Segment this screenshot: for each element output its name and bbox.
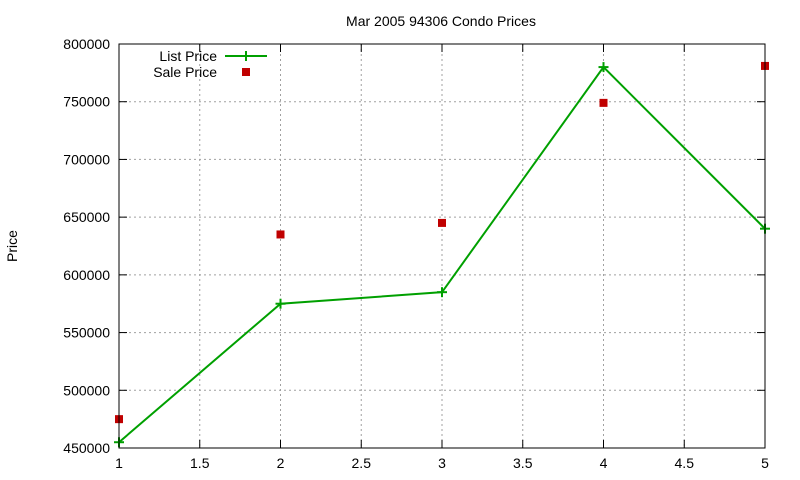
x-tick-label: 3.5 <box>513 455 533 471</box>
y-tick-label: 800000 <box>63 36 110 52</box>
y-tick-label: 700000 <box>63 151 110 167</box>
x-tick-label: 4 <box>600 455 608 471</box>
grid-lines <box>119 44 765 448</box>
legend-label: Sale Price <box>153 64 217 80</box>
series-sale-price <box>115 61 769 424</box>
data-point <box>598 62 609 73</box>
x-tick-label: 2.5 <box>352 455 372 471</box>
data-point <box>437 287 447 298</box>
legend-marker <box>241 51 251 61</box>
x-tick-label: 1.5 <box>190 455 210 471</box>
data-point <box>438 218 446 227</box>
data-point <box>276 230 285 239</box>
y-tick-label: 600000 <box>63 267 110 283</box>
y-axis-title: Price <box>4 230 20 262</box>
axis-ticks: 1 1.5 2 2.5 3 3.5 4 4.5 5 450000 500000 550000 60000… <box>63 36 769 471</box>
y-tick-label: 450000 <box>63 440 110 456</box>
x-tick-label: 3 <box>438 455 446 471</box>
data-point <box>599 98 608 107</box>
chart-title: Mar 2005 94306 Condo Prices <box>346 13 536 29</box>
data-point <box>275 298 286 309</box>
legend-marker <box>242 68 250 76</box>
series-list-price <box>114 62 770 448</box>
data-series <box>114 61 770 448</box>
y-tick-label: 650000 <box>63 209 110 225</box>
x-tick-label: 1 <box>115 455 123 471</box>
x-tick-label: 2 <box>277 455 285 471</box>
y-tick-label: 750000 <box>63 94 110 110</box>
legend-label: List Price <box>159 48 217 64</box>
y-tick-label: 550000 <box>63 325 110 341</box>
y-tick-label: 500000 <box>63 382 110 398</box>
x-tick-label: 5 <box>761 455 769 471</box>
x-tick-label: 4.5 <box>675 455 695 471</box>
